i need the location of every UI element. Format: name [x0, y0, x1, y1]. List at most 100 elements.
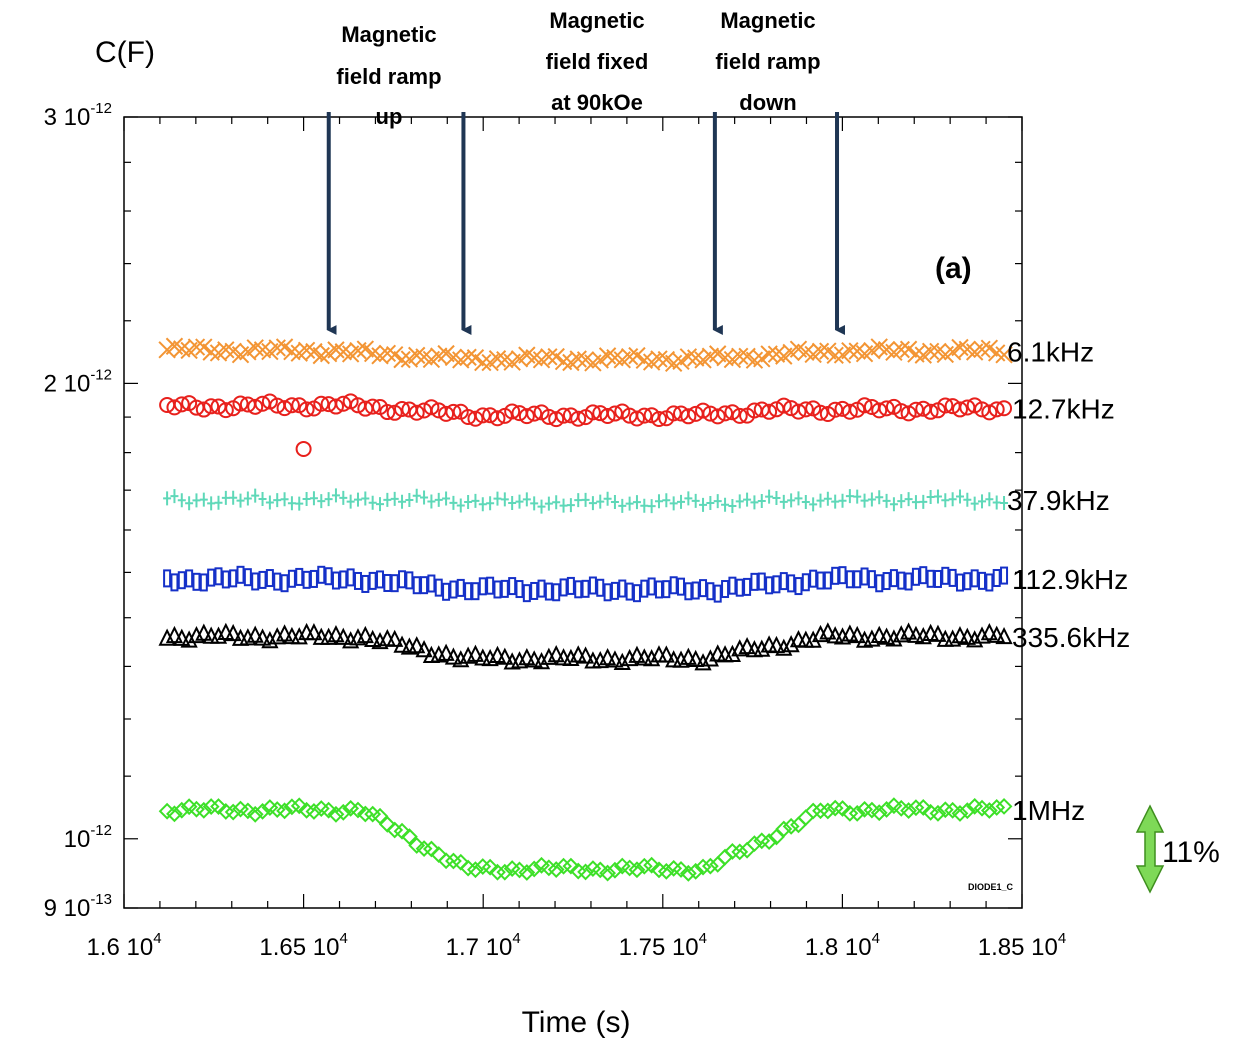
data-point — [207, 496, 216, 511]
data-point — [772, 490, 781, 505]
data-point — [838, 566, 847, 585]
data-point — [309, 491, 318, 506]
data-point — [210, 798, 227, 815]
data-point — [522, 492, 531, 507]
data-point — [515, 580, 524, 599]
data-point — [588, 576, 597, 595]
data-point — [305, 623, 323, 641]
data-point — [933, 489, 942, 504]
data-point — [165, 625, 184, 644]
data-point — [948, 568, 957, 587]
data-point — [214, 495, 223, 510]
data-point — [173, 340, 191, 358]
data-point — [544, 496, 553, 511]
data-point — [919, 494, 928, 509]
data-point — [177, 571, 186, 590]
series-1MHz — [158, 797, 1013, 882]
data-point — [368, 495, 377, 510]
data-point — [584, 404, 601, 421]
data-point — [794, 491, 803, 506]
data-point — [713, 494, 722, 509]
x-tick-label: 1.7 104 — [446, 930, 521, 961]
data-point — [449, 580, 458, 599]
data-point — [628, 410, 645, 427]
x-tick-label: 1.8 104 — [805, 930, 880, 961]
data-point — [845, 489, 854, 504]
scale-bar: 11% — [1135, 804, 1220, 894]
data-point — [324, 492, 333, 507]
data-point — [552, 583, 561, 602]
data-point — [819, 622, 837, 640]
data-point — [831, 494, 840, 509]
data-point — [958, 802, 976, 820]
data-point — [569, 350, 587, 368]
data-point — [422, 840, 440, 858]
data-point — [882, 493, 891, 508]
data-point — [900, 405, 917, 422]
data-point — [632, 495, 641, 510]
data-point — [280, 574, 289, 593]
data-point — [537, 499, 546, 514]
data-point — [640, 498, 649, 513]
data-point — [1000, 495, 1009, 510]
data-point — [985, 492, 994, 507]
data-point — [313, 395, 330, 412]
data-point — [955, 573, 964, 592]
data-point — [251, 572, 260, 591]
data-point — [591, 650, 609, 669]
data-point — [650, 350, 668, 368]
data-point — [324, 567, 333, 586]
data-point — [677, 494, 686, 509]
data-point — [875, 574, 884, 593]
data-point — [195, 801, 213, 819]
data-point — [819, 802, 837, 820]
series-label: 6.1kHz — [1007, 336, 1094, 367]
data-point — [192, 493, 201, 508]
data-point — [738, 636, 756, 655]
data-point — [826, 799, 844, 817]
data-point — [273, 572, 282, 591]
data-point — [804, 630, 822, 648]
data-point — [442, 582, 451, 601]
data-point — [973, 799, 991, 817]
data-point — [368, 571, 377, 590]
data-point — [628, 645, 646, 663]
data-point — [273, 493, 282, 508]
data-point — [464, 582, 473, 601]
data-point — [750, 572, 759, 591]
data-point — [334, 627, 352, 645]
data-point — [339, 570, 348, 589]
data-point — [691, 581, 700, 600]
data-point — [900, 802, 918, 819]
data-point — [603, 583, 612, 602]
data-point — [456, 498, 465, 513]
data-point — [765, 576, 774, 595]
data-point — [554, 352, 573, 371]
data-point — [283, 343, 301, 361]
panel-label: (a) — [935, 252, 972, 285]
data-point — [379, 404, 396, 421]
data-point — [680, 408, 697, 425]
data-point — [427, 574, 436, 593]
data-point — [907, 799, 925, 817]
data-point — [486, 496, 495, 511]
data-point — [746, 835, 763, 853]
data-point — [574, 493, 583, 508]
data-point — [613, 652, 631, 670]
series-112.9kHz — [163, 565, 1009, 603]
data-point — [510, 651, 529, 669]
data-point — [973, 626, 991, 644]
data-point — [493, 580, 502, 599]
data-point — [801, 573, 810, 592]
data-point — [951, 401, 968, 418]
data-point — [753, 350, 771, 368]
data-point — [728, 576, 737, 595]
data-point — [643, 856, 661, 874]
data-point — [816, 493, 825, 508]
data-point — [229, 490, 238, 505]
data-point — [709, 855, 727, 873]
data-point — [346, 494, 355, 509]
data-point — [566, 576, 575, 595]
data-point — [635, 351, 654, 370]
data-point — [860, 493, 869, 508]
